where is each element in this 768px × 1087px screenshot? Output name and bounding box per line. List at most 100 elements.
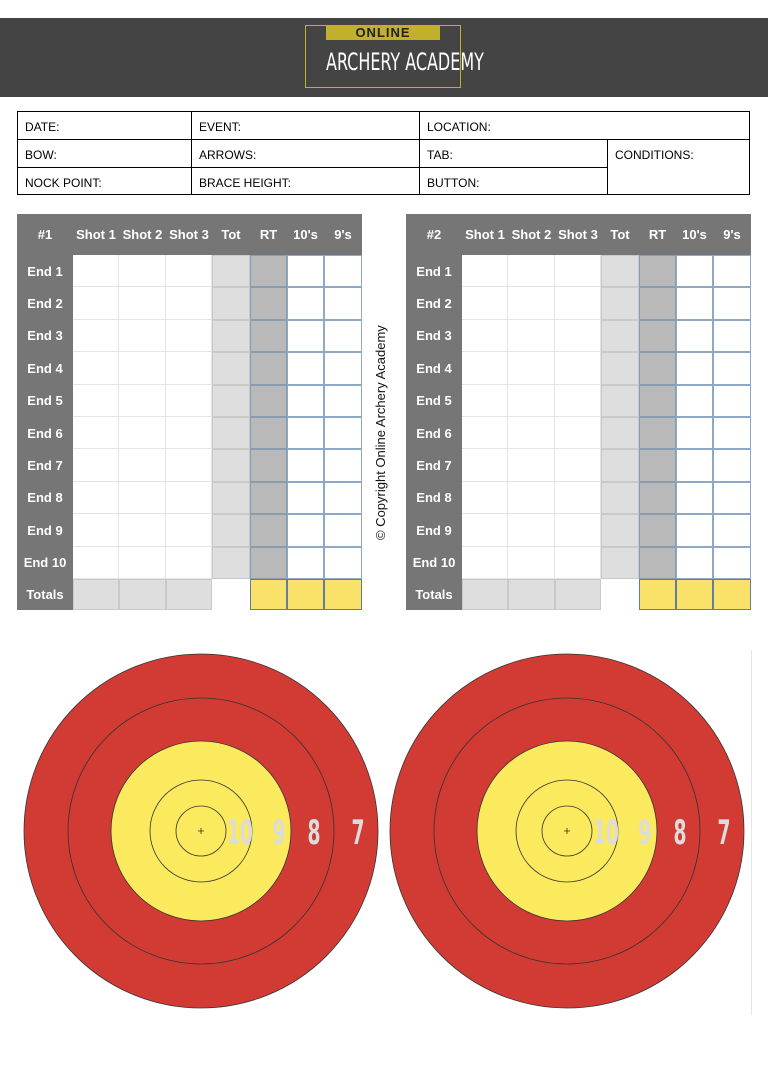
score-cell-tens[interactable] <box>676 546 713 579</box>
score-cell-shot-2[interactable] <box>119 481 166 515</box>
score-cell-shot-1[interactable] <box>73 546 119 579</box>
score-cell-nines[interactable] <box>713 449 751 482</box>
score-cell-rt[interactable] <box>639 352 676 385</box>
total-cell-shot-2[interactable] <box>508 579 555 610</box>
score-cell-tens[interactable] <box>676 449 713 482</box>
score-cell-rt[interactable] <box>250 255 287 288</box>
total-cell-nines[interactable] <box>713 579 751 610</box>
score-cell-rt[interactable] <box>250 287 287 320</box>
score-cell-rt[interactable] <box>639 417 676 450</box>
score-cell-shot-2[interactable] <box>508 514 555 547</box>
score-cell-shot-3[interactable] <box>555 384 601 417</box>
score-cell-tens[interactable] <box>676 255 713 288</box>
score-cell-tot[interactable] <box>212 417 250 450</box>
score-cell-tot[interactable] <box>601 287 639 320</box>
score-cell-tot[interactable] <box>212 546 250 579</box>
score-cell-nines[interactable] <box>713 417 751 450</box>
score-cell-nines[interactable] <box>324 319 362 353</box>
score-cell-tot[interactable] <box>601 255 639 288</box>
score-cell-tens[interactable] <box>287 546 324 579</box>
score-cell-tens[interactable] <box>287 352 324 385</box>
score-cell-rt[interactable] <box>639 287 676 320</box>
conditions-field[interactable]: CONDITIONS: <box>615 148 694 162</box>
score-cell-rt[interactable] <box>639 481 676 515</box>
score-cell-shot-2[interactable] <box>508 546 555 579</box>
score-cell-shot-3[interactable] <box>166 417 212 450</box>
score-cell-rt[interactable] <box>639 255 676 288</box>
score-cell-shot-3[interactable] <box>555 287 601 320</box>
score-cell-tot[interactable] <box>601 384 639 417</box>
score-cell-shot-1[interactable] <box>73 287 119 320</box>
score-cell-rt[interactable] <box>639 449 676 482</box>
score-cell-nines[interactable] <box>713 546 751 579</box>
score-cell-shot-1[interactable] <box>462 384 508 417</box>
score-cell-shot-2[interactable] <box>119 287 166 320</box>
score-cell-tot[interactable] <box>212 319 250 353</box>
score-cell-tens[interactable] <box>287 287 324 320</box>
tab-field[interactable]: TAB: <box>427 148 453 162</box>
location-field[interactable]: LOCATION: <box>427 120 491 134</box>
score-cell-tot[interactable] <box>212 481 250 515</box>
score-cell-tens[interactable] <box>287 417 324 450</box>
score-cell-rt[interactable] <box>250 481 287 515</box>
score-cell-tens[interactable] <box>676 514 713 547</box>
score-cell-tot[interactable] <box>601 546 639 579</box>
score-cell-tens[interactable] <box>676 287 713 320</box>
score-cell-shot-1[interactable] <box>462 514 508 547</box>
score-cell-shot-1[interactable] <box>73 352 119 385</box>
score-cell-shot-2[interactable] <box>508 287 555 320</box>
score-cell-tot[interactable] <box>212 255 250 288</box>
score-cell-nines[interactable] <box>713 514 751 547</box>
score-cell-nines[interactable] <box>324 287 362 320</box>
score-cell-shot-3[interactable] <box>555 417 601 450</box>
score-cell-tens[interactable] <box>287 514 324 547</box>
score-cell-shot-1[interactable] <box>462 287 508 320</box>
score-cell-nines[interactable] <box>324 255 362 288</box>
score-cell-shot-2[interactable] <box>508 319 555 353</box>
score-cell-tens[interactable] <box>676 352 713 385</box>
score-cell-rt[interactable] <box>250 546 287 579</box>
score-cell-tot[interactable] <box>601 417 639 450</box>
score-cell-nines[interactable] <box>324 384 362 417</box>
score-cell-nines[interactable] <box>324 417 362 450</box>
score-cell-shot-2[interactable] <box>508 481 555 515</box>
score-cell-rt[interactable] <box>250 384 287 417</box>
score-cell-tens[interactable] <box>676 384 713 417</box>
score-cell-shot-3[interactable] <box>166 514 212 547</box>
score-cell-tens[interactable] <box>676 481 713 515</box>
score-cell-nines[interactable] <box>713 352 751 385</box>
score-cell-shot-1[interactable] <box>462 319 508 353</box>
score-cell-tot[interactable] <box>212 352 250 385</box>
score-cell-shot-1[interactable] <box>462 546 508 579</box>
score-cell-nines[interactable] <box>324 449 362 482</box>
score-cell-shot-3[interactable] <box>166 449 212 482</box>
score-cell-shot-2[interactable] <box>119 352 166 385</box>
score-cell-tens[interactable] <box>287 255 324 288</box>
score-cell-shot-3[interactable] <box>166 481 212 515</box>
total-cell-rt[interactable] <box>250 579 287 610</box>
score-cell-shot-2[interactable] <box>119 384 166 417</box>
score-cell-shot-1[interactable] <box>462 352 508 385</box>
score-cell-tot[interactable] <box>212 287 250 320</box>
score-cell-shot-1[interactable] <box>73 481 119 515</box>
score-cell-nines[interactable] <box>324 514 362 547</box>
score-cell-shot-2[interactable] <box>119 449 166 482</box>
score-cell-tens[interactable] <box>287 449 324 482</box>
score-cell-shot-2[interactable] <box>508 352 555 385</box>
total-cell-tens[interactable] <box>676 579 713 610</box>
score-cell-shot-1[interactable] <box>73 417 119 450</box>
score-cell-shot-3[interactable] <box>166 287 212 320</box>
total-cell-shot-3[interactable] <box>166 579 212 610</box>
score-cell-nines[interactable] <box>713 287 751 320</box>
score-cell-shot-1[interactable] <box>73 384 119 417</box>
score-cell-nines[interactable] <box>713 481 751 515</box>
score-cell-tot[interactable] <box>601 319 639 353</box>
score-cell-nines[interactable] <box>324 481 362 515</box>
score-cell-rt[interactable] <box>639 514 676 547</box>
total-cell-shot-1[interactable] <box>73 579 119 610</box>
score-cell-shot-3[interactable] <box>555 352 601 385</box>
score-cell-shot-3[interactable] <box>166 352 212 385</box>
score-cell-shot-2[interactable] <box>119 319 166 353</box>
brace-height-field[interactable]: BRACE HEIGHT: <box>199 176 292 190</box>
score-cell-rt[interactable] <box>639 384 676 417</box>
